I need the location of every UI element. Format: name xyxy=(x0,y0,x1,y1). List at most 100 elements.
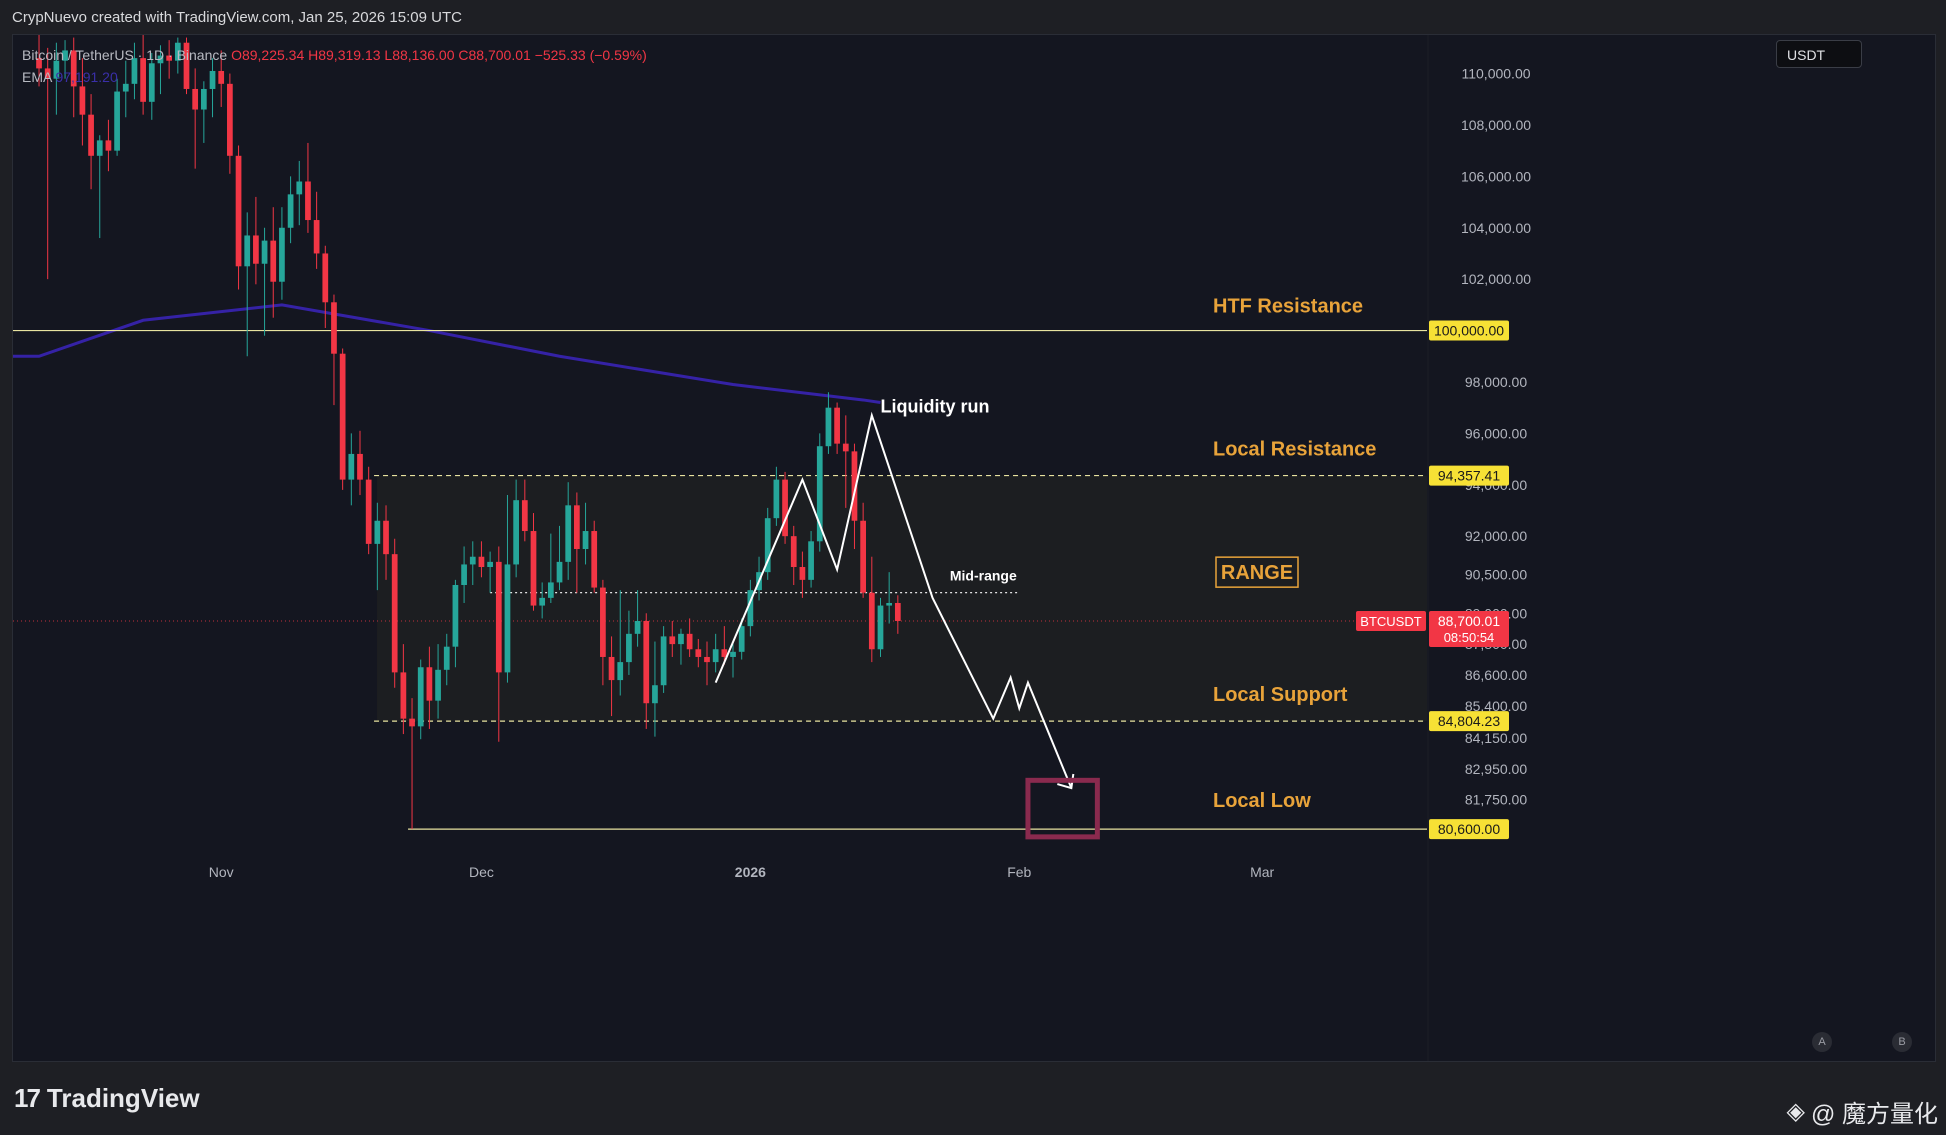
level-price-text: 94,357.41 xyxy=(1438,468,1500,484)
candle-body xyxy=(547,582,554,598)
legend: Bitcoin / TetherUS · 1D · Binance O89,22… xyxy=(22,44,647,88)
ema-line xyxy=(13,303,881,405)
candle-body xyxy=(565,505,572,562)
candle-body xyxy=(452,585,459,647)
level-price-tag xyxy=(1429,320,1509,341)
local-resistance-label: Local Resistance xyxy=(1213,439,1376,461)
tv-logo-text: TradingView xyxy=(46,1083,200,1113)
y-tick-label: 108,000.00 xyxy=(1461,117,1531,133)
candle-body xyxy=(704,656,710,663)
diamond-icon: ◈ xyxy=(1786,1098,1805,1125)
y-tick-label: 106,000.00 xyxy=(1461,168,1531,184)
candle-body xyxy=(790,536,797,568)
candle-body xyxy=(331,302,337,354)
candle-body xyxy=(174,42,181,61)
candle-body xyxy=(669,636,676,645)
y-tick-label: 85,400.00 xyxy=(1465,698,1527,714)
low-value: L88,136.00 xyxy=(384,47,455,63)
candle-body xyxy=(157,55,164,64)
candle-body xyxy=(556,561,563,583)
candle-body xyxy=(886,602,893,606)
candle-body xyxy=(782,479,788,537)
candle-body xyxy=(799,567,806,580)
auto-scale-button[interactable]: A xyxy=(1812,1032,1832,1052)
candle-body xyxy=(495,561,502,673)
candle-body xyxy=(860,520,866,593)
candle-body xyxy=(305,181,311,221)
high-value: H89,319.13 xyxy=(308,47,381,63)
change-value: −525.33 (−0.59%) xyxy=(534,47,647,63)
ema-value: 97,191.20 xyxy=(55,69,118,85)
candle-body xyxy=(712,649,719,663)
ema-label[interactable]: EMA xyxy=(22,69,52,85)
scale-b-button[interactable]: B xyxy=(1892,1032,1912,1052)
chart-credit: CrypNuevo created with TradingView.com, … xyxy=(12,9,462,26)
candle-body xyxy=(192,88,199,110)
candle-body xyxy=(773,479,780,519)
price-chart[interactable]: HTF Resistance Local Resistance Local Supp… xyxy=(13,35,1935,1061)
level-price-text: 80,600.00 xyxy=(1438,821,1500,837)
candle-body xyxy=(504,564,511,673)
local-support-label: Local Support xyxy=(1213,684,1348,706)
candle-body xyxy=(270,240,277,282)
range-zone xyxy=(377,475,1427,722)
candle-body xyxy=(539,597,546,606)
candle-body xyxy=(287,194,294,228)
candle-body xyxy=(868,592,875,650)
candle-body xyxy=(96,140,103,156)
y-tick-label: 98,000.00 xyxy=(1465,374,1527,390)
candle-body xyxy=(70,50,77,87)
candle-body xyxy=(140,58,146,102)
candle-body xyxy=(148,63,155,102)
candle-body xyxy=(747,590,754,627)
candle-body xyxy=(842,443,849,452)
candle-body xyxy=(36,58,42,69)
watermark: ◈ @ 魔方量化 xyxy=(1787,1094,1939,1129)
level-price-tag xyxy=(1429,819,1509,840)
currency-selector[interactable]: USDT xyxy=(1776,40,1862,68)
candle-body xyxy=(417,667,424,727)
level-price-tag xyxy=(1429,465,1509,486)
candle-body xyxy=(591,531,598,588)
candle-body xyxy=(721,649,728,657)
candle-body xyxy=(825,407,832,447)
candle-body xyxy=(409,718,415,727)
y-tick-label: 82,950.00 xyxy=(1465,761,1527,777)
y-tick-label: 81,750.00 xyxy=(1465,792,1527,808)
candle-body xyxy=(261,240,268,264)
htf-resistance-label: HTF Resistance xyxy=(1213,296,1363,318)
target-box xyxy=(1025,777,1100,840)
candle-body xyxy=(383,520,389,555)
candle-body xyxy=(426,667,433,701)
candle-body xyxy=(114,91,120,151)
candle-body xyxy=(88,114,94,156)
candle-body xyxy=(348,453,355,480)
candle-body xyxy=(530,531,537,606)
candle-body xyxy=(626,633,632,663)
candle-body xyxy=(279,227,285,282)
candle-body xyxy=(122,83,129,92)
symbol-tag xyxy=(1356,610,1426,631)
x-tick-label: 2026 xyxy=(735,864,766,880)
candle-body xyxy=(521,500,528,532)
candle-body xyxy=(44,68,51,79)
tradingview-logo[interactable]: 17 TradingView xyxy=(14,1083,200,1114)
x-tick-label: Feb xyxy=(1007,864,1031,880)
candle-body xyxy=(227,83,233,156)
candle-body xyxy=(183,42,190,89)
symbol-name[interactable]: Bitcoin / TetherUS · 1D · Binance xyxy=(22,47,228,63)
y-tick-label: 86,600.00 xyxy=(1465,667,1527,683)
candle-body xyxy=(200,88,207,110)
candle-body xyxy=(391,554,398,673)
y-tick-label: 110,000.00 xyxy=(1461,66,1530,82)
candle-body xyxy=(487,561,493,568)
candle-body xyxy=(253,235,259,264)
y-tick-label: 102,000.00 xyxy=(1461,271,1531,287)
mid-range-label: Mid-range xyxy=(950,568,1017,584)
watermark-text: @ 魔方量化 xyxy=(1810,1101,1938,1128)
legend-row-ohlc: Bitcoin / TetherUS · 1D · Binance O89,22… xyxy=(22,44,647,66)
legend-row-ema: EMA 97,191.20 xyxy=(22,66,647,88)
candle-body xyxy=(322,253,329,303)
candle-body xyxy=(660,636,667,686)
chart-area[interactable]: HTF Resistance Local Resistance Local Supp… xyxy=(12,34,1936,1062)
